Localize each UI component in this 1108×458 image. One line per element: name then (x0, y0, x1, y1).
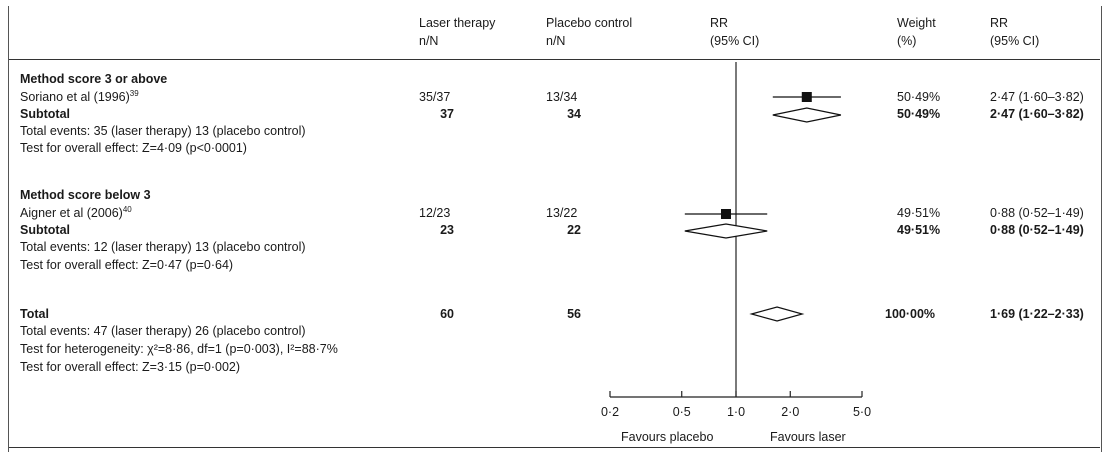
study-name: Soriano et al (1996)39 (20, 88, 139, 104)
subtotal-laser: 23 (440, 223, 454, 237)
header-rr-text: RR (990, 16, 1009, 30)
study-weight: 50·49% (897, 90, 941, 104)
subtotal-label: Subtotal (20, 223, 70, 237)
header-placebo-unit: n/N (546, 34, 566, 48)
subtotal-diamond (772, 107, 842, 123)
header-laser: Laser therapy (419, 16, 496, 30)
x-tick-label: 0·2 (601, 405, 619, 419)
study-rr: 2·47 (1·60–3·82) (990, 90, 1084, 104)
point-estimate-square (720, 209, 731, 219)
group-events: Total events: 12 (laser therapy) 13 (pla… (20, 240, 306, 254)
total-events: Total events: 47 (laser therapy) 26 (pla… (20, 324, 306, 338)
header-weight: Weight (897, 16, 936, 30)
subtotal-rr: 0·88 (0·52–1·49) (990, 223, 1084, 237)
group-title: Method score 3 or above (20, 72, 168, 86)
favours-laser-label: Favours laser (770, 430, 846, 444)
header-rr-plot-ci: (95% CI) (710, 34, 760, 48)
group-title: Method score below 3 (20, 188, 151, 202)
study-placebo-count: 13/34 (546, 90, 578, 104)
forest-marks (684, 92, 842, 322)
bottom-rule (9, 447, 1100, 448)
total-weight: 100·00% (885, 307, 936, 321)
total-label: Total (20, 307, 49, 321)
figure-frame (8, 6, 1102, 452)
total-placebo: 56 (567, 307, 581, 321)
favours-placebo-label: Favours placebo (621, 430, 714, 444)
subtotal-diamond (684, 223, 768, 239)
study-weight: 49·51% (897, 206, 941, 220)
total-diamond (749, 306, 805, 322)
header-rr-plot: RR (710, 16, 729, 30)
subtotal-placebo: 34 (567, 107, 581, 121)
study-rr: 0·88 (0·52–1·49) (990, 206, 1084, 220)
group-effect-test: Test for overall effect: Z=0·47 (p=0·64) (20, 258, 234, 272)
group-events: Total events: 35 (laser therapy) 13 (pla… (20, 124, 306, 138)
subtotal-laser: 37 (440, 107, 454, 121)
subtotal-weight: 49·51% (897, 223, 941, 237)
header-weight-unit: (%) (897, 34, 917, 48)
subtotal-placebo: 22 (567, 223, 581, 237)
subtotal-label: Subtotal (20, 107, 70, 121)
x-tick-label: 0·5 (673, 405, 691, 419)
x-axis-ticks: 0·2 0·5 1·0 2·0 5·0 (601, 391, 871, 419)
subtotal-rr: 2·47 (1·60–3·82) (990, 107, 1084, 121)
header-rule (9, 59, 1100, 60)
total-effect-test: Test for overall effect: Z=3·15 (p=0·002… (20, 360, 241, 374)
total-laser: 60 (440, 307, 454, 321)
header-placebo: Placebo control (546, 16, 633, 30)
total-heterogeneity-test: Test for heterogeneity: χ²=8·86, df=1 (p… (20, 342, 338, 356)
x-tick-label: 5·0 (853, 405, 871, 419)
study-placebo-count: 13/22 (546, 206, 578, 220)
header-rr-text-ci: (95% CI) (990, 34, 1040, 48)
point-estimate-square (801, 92, 812, 102)
study-laser-count: 35/37 (419, 90, 451, 104)
x-tick-label: 2·0 (781, 405, 799, 419)
total-rr: 1·69 (1·22–2·33) (990, 307, 1084, 321)
group-effect-test: Test for overall effect: Z=4·09 (p<0·000… (20, 141, 247, 155)
x-tick-label: 1·0 (727, 405, 745, 419)
study-laser-count: 12/23 (419, 206, 451, 220)
header-laser-unit: n/N (419, 34, 439, 48)
study-name: Aigner et al (2006)40 (20, 204, 132, 220)
subtotal-weight: 50·49% (897, 107, 941, 121)
